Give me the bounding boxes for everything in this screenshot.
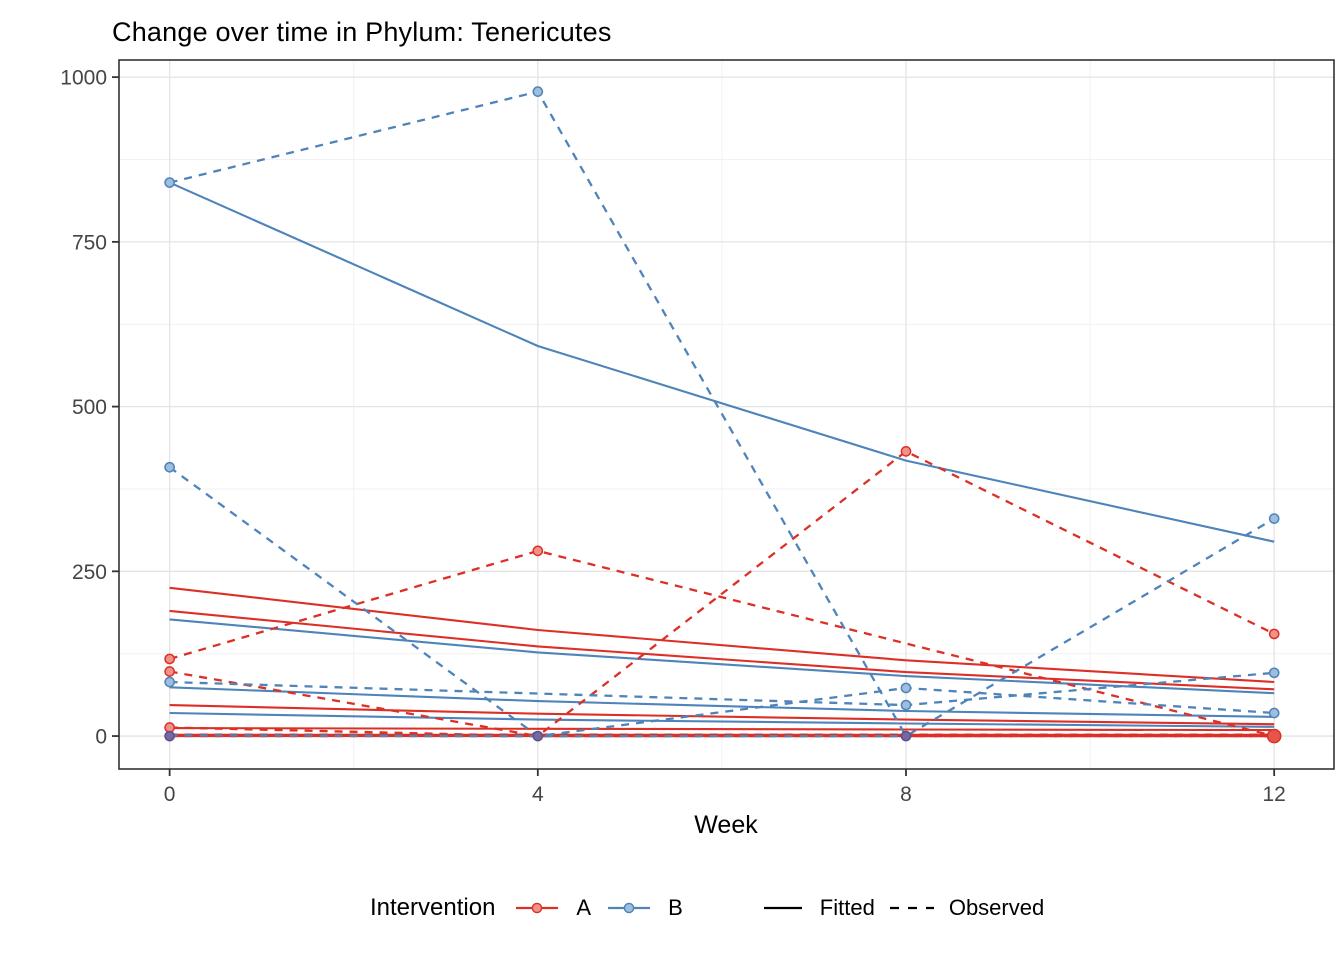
data-point-week12 xyxy=(1268,667,1280,679)
data-point-week8 xyxy=(900,730,912,742)
legend-label-observed: Observed xyxy=(948,895,1045,920)
data-point-week4 xyxy=(532,86,544,97)
observed-line-B2 xyxy=(168,466,1275,738)
fitted-line-B1 xyxy=(169,181,1275,543)
legend-key-intervention-a-icon xyxy=(516,902,559,914)
data-point-week8 xyxy=(900,682,912,694)
data-point-week12 xyxy=(1268,628,1280,640)
observed-line-A1 xyxy=(169,549,1275,738)
x-tick-label: 0 xyxy=(164,783,176,806)
fitted-line-A1 xyxy=(169,586,1275,684)
y-tick-label: 500 xyxy=(72,396,107,419)
data-point-week4 xyxy=(532,545,544,557)
fitted-line-B2 xyxy=(169,618,1275,695)
fitted-line-A3 xyxy=(169,704,1275,726)
data-point-week0 xyxy=(164,666,175,677)
data-point-week8 xyxy=(900,446,912,457)
data-point-week12 xyxy=(1268,513,1280,524)
data-point-week0 xyxy=(164,730,175,742)
data-point-week0 xyxy=(164,653,175,665)
y-tick-label: 250 xyxy=(72,561,107,584)
observed-line-A2 xyxy=(169,450,1275,738)
y-tick-label: 750 xyxy=(72,231,107,254)
line-chart-canvas: 0 4 8 12 0 250 500 750 1000 xyxy=(60,59,1335,806)
legend: Intervention A B Fitted Observed xyxy=(370,893,1044,923)
fitted-line-A2 xyxy=(169,609,1275,691)
fitted-line-B4 xyxy=(169,711,1275,728)
chart-title: Change over time in Phylum: Tenericutes xyxy=(112,17,612,47)
legend-label-intervention-a: A xyxy=(576,895,592,920)
y-tick-label: 0 xyxy=(95,726,107,749)
legend-key-intervention-b-icon xyxy=(608,902,651,914)
observed-line-B1 xyxy=(169,90,1275,738)
observed-line-B4 xyxy=(169,734,906,738)
x-axis-title: Week xyxy=(694,811,758,839)
legend-label-fitted: Fitted xyxy=(819,895,875,920)
x-tick-label: 8 xyxy=(900,783,912,806)
legend-key-fitted-solid-line-icon xyxy=(763,906,802,910)
y-tick-label: 1000 xyxy=(60,67,107,90)
fitted-line-A4 xyxy=(169,727,1275,732)
data-point-week12 xyxy=(1266,728,1282,744)
data-point-week12 xyxy=(1268,707,1280,719)
data-point-week8 xyxy=(900,699,912,711)
panel-background xyxy=(119,60,1334,769)
x-tick-label: 12 xyxy=(1262,783,1285,806)
data-point-week0 xyxy=(164,177,175,188)
data-point-week0 xyxy=(164,461,175,473)
data-point-week4 xyxy=(532,730,544,742)
observed-line-A3 xyxy=(169,670,1275,738)
legend-key-observed-dashed-line-icon xyxy=(889,906,934,910)
data-point-week0 xyxy=(164,676,175,688)
x-tick-label: 4 xyxy=(532,783,544,806)
panel-border xyxy=(118,59,1335,770)
legend-title: Intervention xyxy=(370,894,496,921)
fitted-line-B3 xyxy=(169,686,1275,718)
legend-label-intervention-b: B xyxy=(668,895,683,920)
